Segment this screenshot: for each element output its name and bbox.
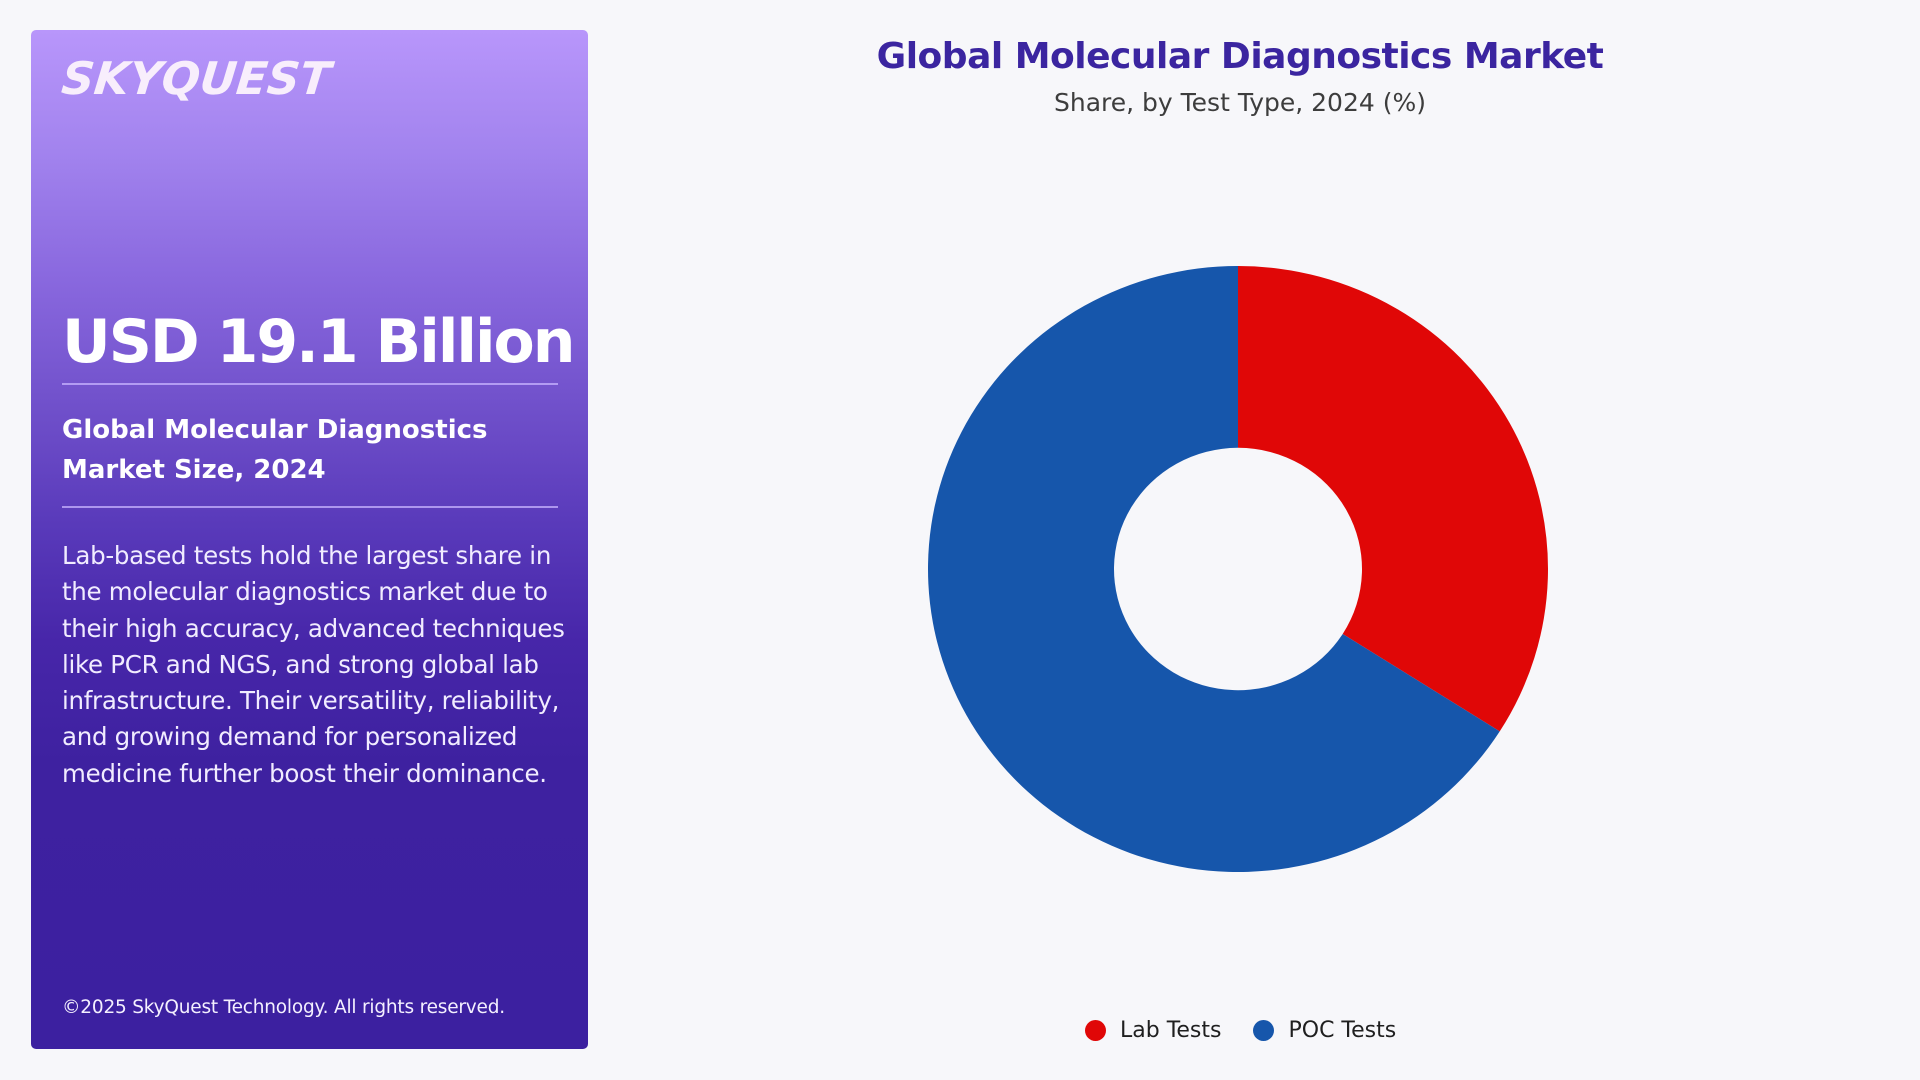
copyright-notice: ©2025 SkyQuest Technology. All rights re… (62, 997, 505, 1018)
legend-dot-icon (1253, 1020, 1275, 1041)
donut-svg (928, 266, 1548, 872)
legend-item-poc-tests[interactable]: POC Tests (1253, 1018, 1396, 1043)
skyquest-logo: SKYQUEST (59, 52, 334, 105)
market-size-heading-line2: Market Size, 2024 (62, 455, 326, 485)
donut-slice-poc-tests[interactable] (928, 266, 1500, 872)
chart-legend: Lab Tests POC Tests (1060, 1018, 1428, 1043)
donut-chart (928, 266, 1548, 872)
chart-subtitle: Share, by Test Type, 2024 (%) (1054, 88, 1426, 117)
divider (62, 383, 558, 385)
market-value: USD 19.1 Billion (62, 307, 575, 377)
info-panel: SKYQUEST USD 19.1 Billion Global Molecul… (31, 30, 588, 1049)
market-description: Lab-based tests hold the largest share i… (62, 541, 565, 788)
market-size-heading-line1: Global Molecular Diagnostics (62, 415, 488, 445)
donut-slice-lab-tests[interactable] (1238, 266, 1548, 732)
divider (62, 506, 558, 508)
legend-dot-icon (1085, 1020, 1106, 1041)
legend-item-lab-tests[interactable]: Lab Tests (1060, 1018, 1221, 1043)
legend-label: POC Tests (1288, 1018, 1397, 1043)
market-size-heading: Global Molecular Diagnostics Market Size… (62, 410, 562, 490)
legend-label: Lab Tests (1120, 1018, 1222, 1043)
chart-title: Global Molecular Diagnostics Market (876, 36, 1604, 77)
